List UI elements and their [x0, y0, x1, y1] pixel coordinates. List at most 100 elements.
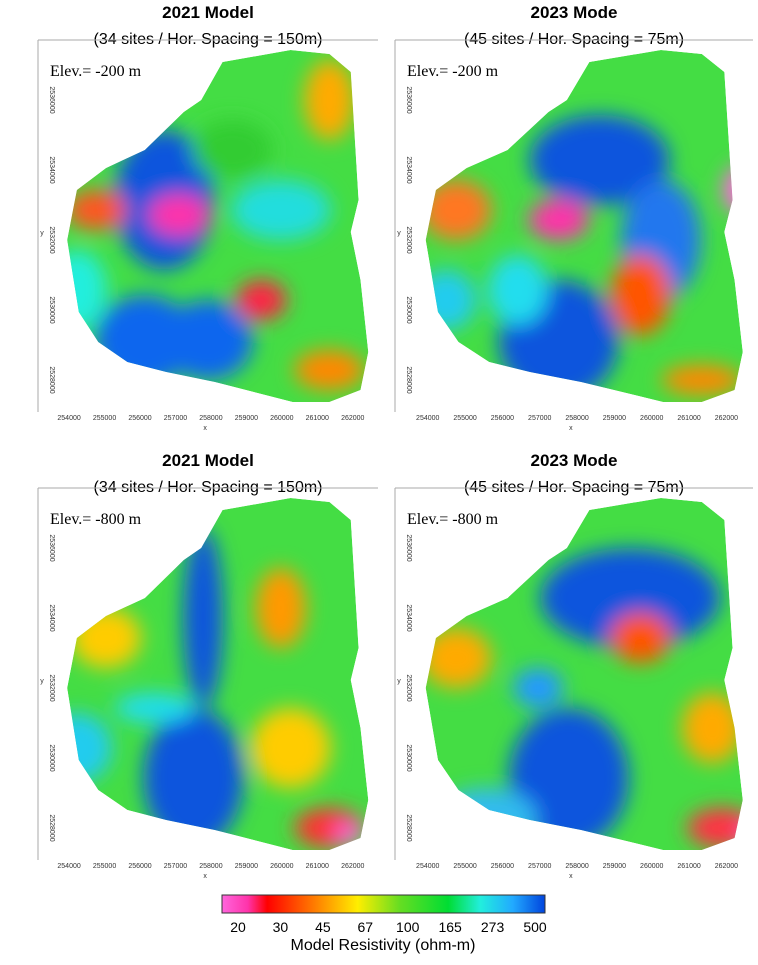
x-tick-label: 255000 [453, 863, 476, 870]
x-axis-label: x [203, 873, 207, 880]
x-tick-label: 256000 [491, 863, 514, 870]
resistivity-zone [425, 628, 492, 688]
x-tick-label: 261000 [306, 415, 329, 422]
y-tick-label: 2530000 [405, 744, 412, 771]
y-axis-label: y [40, 678, 44, 685]
elevation-label: Elev.= -800 m [407, 511, 499, 528]
y-tick-label: 2536000 [48, 534, 55, 561]
x-tick-label: 256000 [128, 415, 151, 422]
y-tick-label: 2532000 [405, 674, 412, 701]
resistivity-zone [513, 668, 564, 708]
map [425, 50, 743, 402]
elevation-label: Elev.= -800 m [50, 511, 142, 528]
resistivity-zone [71, 608, 141, 668]
x-tick-label: 260000 [270, 415, 293, 422]
x-tick-label: 260000 [640, 415, 663, 422]
x-tick-label: 260000 [640, 863, 663, 870]
colorbar-tick-label: 45 [315, 919, 331, 935]
colorbar-tick-label: 30 [273, 919, 289, 935]
x-tick-label: 262000 [715, 863, 738, 870]
map [67, 498, 369, 850]
resistivity-zone [183, 528, 224, 708]
resistivity-zone [163, 300, 253, 380]
resistivity-zone [425, 270, 477, 330]
panel-title: 2021 Model [162, 451, 254, 470]
resistivity-zone [437, 788, 538, 848]
resistivity-zone [425, 180, 492, 240]
x-tick-label: 262000 [341, 863, 364, 870]
x-tick-label: 256000 [491, 415, 514, 422]
x-axis-label: x [569, 425, 573, 432]
resistivity-zone [741, 823, 743, 843]
y-tick-label: 2534000 [405, 156, 412, 183]
resistivity-zone [294, 350, 365, 390]
resistivity-zone [143, 708, 244, 848]
elevation-label: Elev.= -200 m [407, 63, 499, 80]
x-tick-label: 257000 [164, 863, 187, 870]
resistivity-zone [304, 60, 355, 140]
x-tick-label: 258000 [199, 863, 222, 870]
resistivity-zone [529, 115, 670, 205]
y-tick-label: 2530000 [48, 296, 55, 323]
colorbar-tick-label: 273 [481, 919, 505, 935]
resistivity-zone [250, 708, 331, 788]
y-tick-label: 2530000 [405, 296, 412, 323]
x-tick-label: 261000 [677, 863, 700, 870]
colorbar-tick-label: 500 [523, 919, 547, 935]
resistivity-zone [192, 120, 273, 180]
y-tick-label: 2534000 [405, 604, 412, 631]
y-axis-label: y [40, 230, 44, 237]
resistivity-zone [114, 693, 195, 723]
x-tick-label: 254000 [416, 863, 439, 870]
map [425, 498, 743, 850]
y-tick-label: 2528000 [405, 366, 412, 393]
colorbar-tick-label: 165 [438, 919, 462, 935]
resistivity-zone [540, 548, 721, 648]
elevation-label: Elev.= -200 m [50, 63, 142, 80]
colorbar [221, 894, 546, 914]
x-tick-label: 255000 [93, 415, 116, 422]
x-tick-label: 255000 [93, 863, 116, 870]
map-blobs [67, 60, 365, 390]
resistivity-zone [67, 190, 127, 230]
resistivity-zone [682, 693, 743, 763]
y-tick-label: 2536000 [405, 86, 412, 113]
x-tick-label: 262000 [715, 415, 738, 422]
resistivity-zone [255, 568, 306, 648]
resistivity-zone [610, 255, 671, 335]
colorbar-tick-label: 100 [396, 919, 420, 935]
y-tick-label: 2532000 [48, 226, 55, 253]
x-tick-label: 259000 [603, 415, 626, 422]
y-axis-label: y [397, 678, 401, 685]
y-tick-label: 2528000 [405, 814, 412, 841]
resistivity-zone [528, 200, 589, 240]
x-tick-label: 258000 [565, 863, 588, 870]
resistivity-zone [487, 255, 548, 325]
panel-title: 2021 Model [162, 3, 254, 22]
resistivity-zone [236, 280, 287, 320]
x-axis-label: x [203, 425, 207, 432]
resistivity-zone [230, 180, 331, 240]
y-tick-label: 2536000 [48, 86, 55, 113]
y-tick-label: 2532000 [48, 674, 55, 701]
x-tick-label: 257000 [528, 415, 551, 422]
y-tick-label: 2534000 [48, 156, 55, 183]
map [67, 50, 369, 402]
x-tick-label: 259000 [603, 863, 626, 870]
x-tick-label: 261000 [306, 863, 329, 870]
x-tick-label: 260000 [270, 863, 293, 870]
x-tick-label: 261000 [677, 415, 700, 422]
x-tick-label: 257000 [164, 415, 187, 422]
y-tick-label: 2530000 [48, 744, 55, 771]
map-blobs [425, 115, 743, 400]
y-axis-label: y [397, 230, 401, 237]
x-axis-label: x [569, 873, 573, 880]
x-tick-label: 258000 [565, 415, 588, 422]
resistivity-zone [610, 613, 671, 663]
resistivity-zone [661, 365, 742, 395]
x-tick-label: 255000 [453, 415, 476, 422]
x-tick-label: 259000 [235, 863, 258, 870]
panel-title: 2023 Mode [531, 451, 618, 470]
resistivity-zone [687, 808, 743, 848]
